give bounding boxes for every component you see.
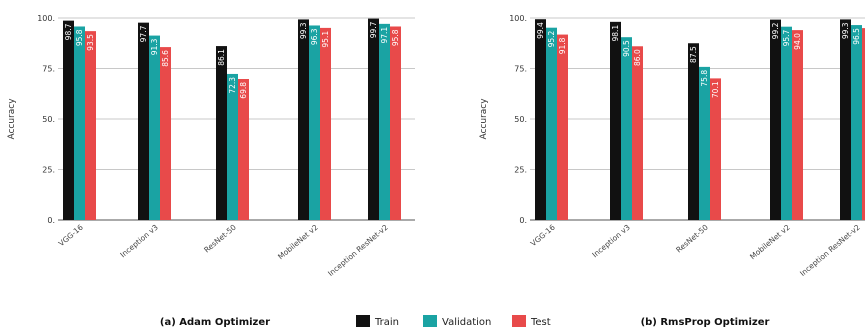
bar-test (632, 46, 643, 220)
bar-test (862, 28, 865, 220)
category-label: ResNet-50 (674, 222, 710, 254)
bar-test (710, 78, 721, 220)
bar-test (238, 79, 249, 220)
data-label-train: 99.2 (771, 22, 780, 39)
bar-validation (74, 26, 85, 221)
data-label-test: 93.5 (86, 34, 95, 51)
bar-validation (621, 37, 632, 220)
category-label: Inception ResNet-v2 (326, 222, 390, 278)
data-label-train: 99.7 (369, 21, 378, 38)
category-label: VGG-16 (529, 222, 557, 248)
category-label: Inception ResNet-v2 (798, 222, 862, 278)
caption-rmsprop: (b) RmsProp Optimizer (641, 317, 770, 328)
data-label-test: 95.8 (391, 29, 400, 46)
data-label-test: 86.0 (633, 49, 642, 66)
data-label-train: 87.5 (689, 46, 698, 63)
bar-train (63, 20, 74, 220)
y-tick-label: 50. (514, 115, 527, 124)
y-tick-label: 75. (42, 65, 55, 74)
chart-panel-rmsprop: 0. 25. 50. 75. 100. Accuracy 99.495.2 91.8 VGG-1… (479, 14, 865, 278)
legend-swatch-test (512, 315, 526, 327)
data-label-validation: 90.5 (622, 40, 631, 57)
bar-validation (781, 26, 792, 220)
caption-adam: (a) Adam Optimizer (160, 317, 270, 328)
data-label-train: 99.3 (841, 22, 850, 39)
bar-test (85, 31, 96, 220)
y-tick-label: 100. (509, 14, 527, 23)
category-label: VGG-16 (57, 222, 85, 248)
data-label-validation: 95.2 (547, 30, 556, 47)
category-label: MobileNet v2 (748, 222, 792, 261)
bar-train (138, 22, 149, 221)
data-label-train: 86.1 (217, 49, 226, 66)
bar-train (535, 19, 546, 220)
bar-train (840, 19, 851, 220)
legend-swatch-train (356, 315, 370, 327)
bar-validation (149, 35, 160, 220)
data-label-validation: 95.7 (782, 29, 791, 46)
legend: Train Validation Test (356, 315, 551, 328)
bar-validation (851, 25, 862, 220)
bar-test (320, 27, 331, 221)
bar-test (160, 47, 171, 221)
y-tick-label: 100. (37, 14, 55, 23)
data-label-train: 98.7 (64, 23, 73, 40)
data-label-train: 99.4 (536, 22, 545, 39)
y-tick-label: 75. (514, 65, 527, 74)
bar-test (792, 30, 803, 221)
data-label-train: 99.3 (299, 22, 308, 39)
category-label: Inception v3 (118, 222, 160, 259)
data-label-validation: 91.3 (150, 38, 159, 55)
category-label: Inception v3 (590, 222, 632, 259)
bar-test (557, 34, 568, 221)
legend-label-train: Train (374, 317, 399, 328)
data-label-test: 69.8 (239, 82, 248, 99)
data-label-validation: 96.5 (852, 28, 861, 45)
bar-train (216, 46, 227, 220)
y-axis-label: Accuracy (7, 98, 17, 140)
y-tick-label: 0. (47, 216, 55, 225)
data-label-test: 94.0 (793, 33, 802, 50)
y-tick-label: 0. (519, 216, 527, 225)
bar-validation (227, 73, 238, 220)
bar-validation (546, 27, 557, 220)
data-label-train: 98.1 (611, 25, 620, 42)
data-label-validation: 95.8 (75, 29, 84, 46)
data-label-test: 85.6 (161, 50, 170, 67)
data-label-test: 91.8 (558, 37, 567, 54)
bar-train (368, 18, 379, 220)
data-label-validation: 97.1 (380, 27, 389, 44)
category-label: MobileNet v2 (276, 222, 320, 261)
bar-train (688, 43, 699, 220)
bar-train (298, 19, 309, 220)
y-tick-label: 25. (42, 166, 55, 175)
bar-validation (379, 23, 390, 220)
bar-train (610, 21, 621, 221)
bar-test (390, 26, 401, 221)
y-tick-label: 25. (514, 166, 527, 175)
data-label-validation: 72.3 (228, 77, 237, 94)
data-label-validation: 96.3 (310, 28, 319, 45)
bar-validation (309, 25, 320, 221)
y-tick-label: 50. (42, 115, 55, 124)
data-label-train: 97.7 (139, 25, 148, 42)
bar-train (770, 19, 781, 221)
y-axis-label: Accuracy (479, 98, 489, 140)
data-label-validation: 75.8 (700, 70, 709, 87)
legend-swatch-validation (423, 315, 437, 327)
legend-label-test: Test (530, 317, 551, 328)
category-label: ResNet-50 (202, 222, 238, 254)
data-label-test: 95.1 (321, 31, 330, 48)
data-label-test: 70.1 (711, 81, 720, 98)
legend-label-validation: Validation (442, 317, 491, 328)
bar-validation (699, 66, 710, 220)
